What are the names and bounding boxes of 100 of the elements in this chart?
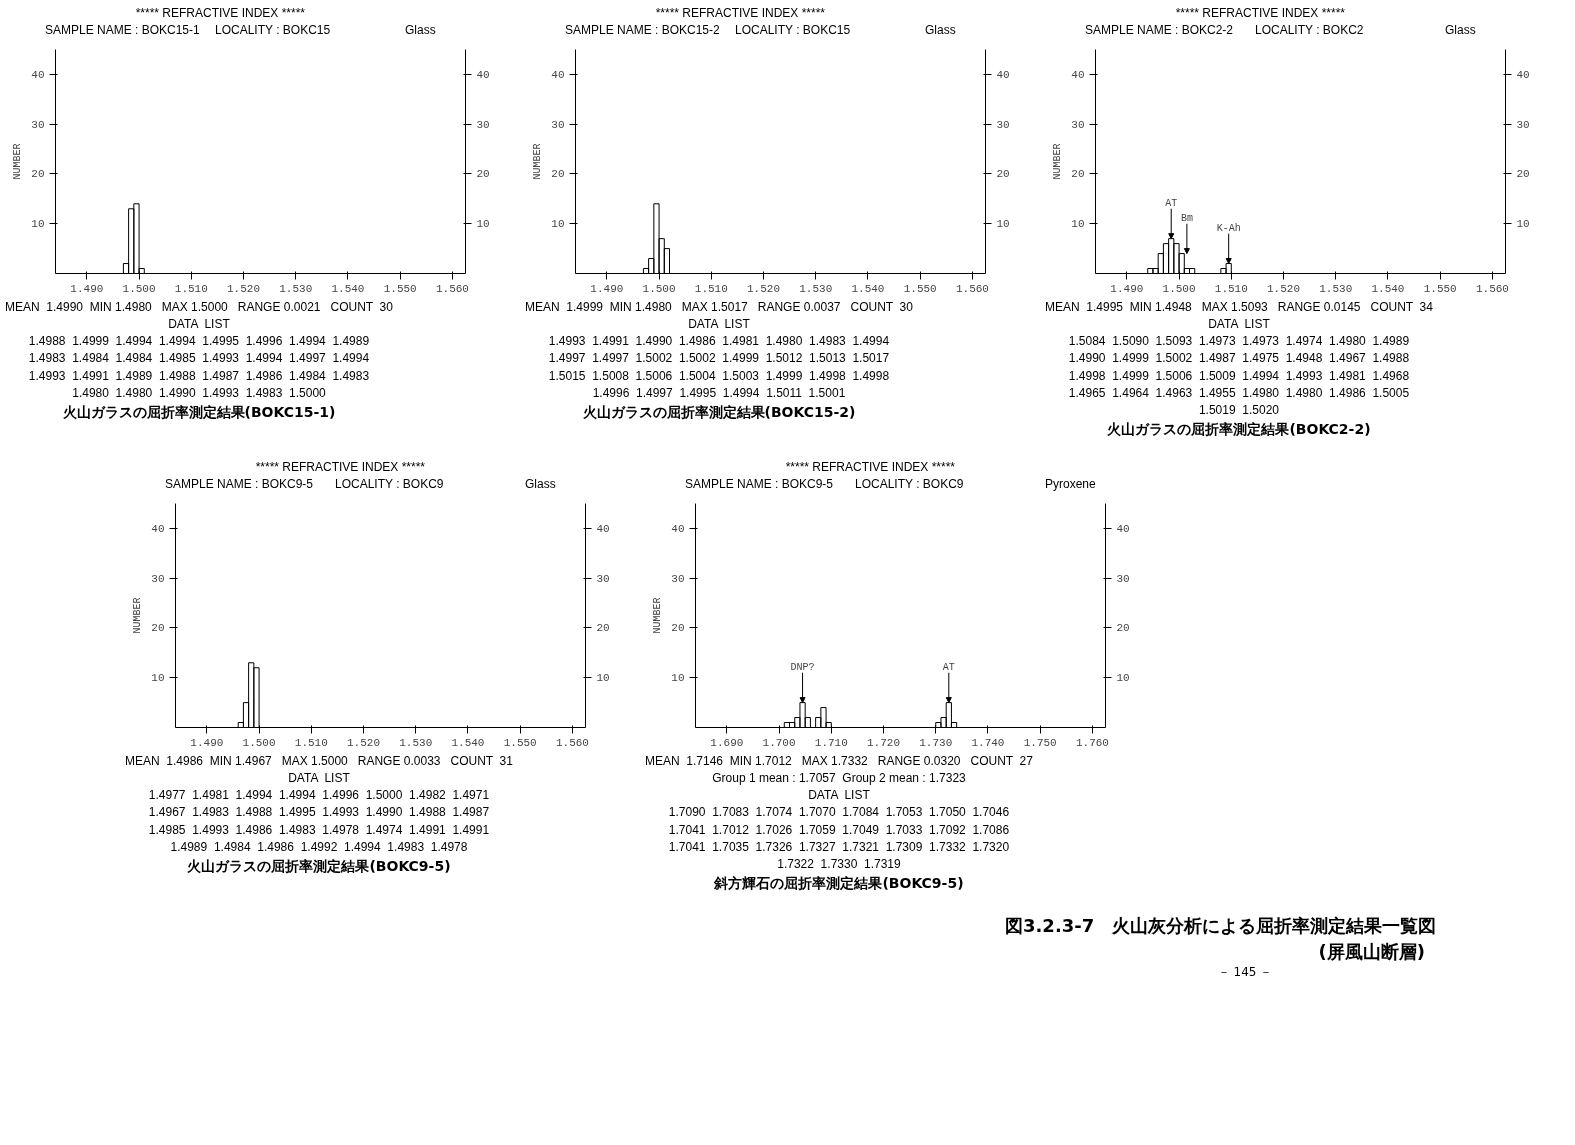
y2-tick-label: 40 (1116, 522, 1130, 535)
y-tick-label: 20 (671, 622, 685, 635)
text: MEAN 1.7146 MIN 1.7012 MAX 1.7332 RANGE 0.0320 COUNT 27 (645, 753, 1033, 770)
text: LOCALITY : BOKC9 (855, 476, 965, 494)
x-tick-label: 1.540 (451, 736, 485, 749)
text: Pyroxene (1045, 477, 1096, 492)
x-tick-label: 1.700 (762, 736, 796, 749)
y2-tick-label: 40 (476, 68, 490, 81)
x-tick-label: 1.540 (1371, 282, 1405, 295)
x-tick-label: 1.510 (1214, 282, 1248, 295)
text: 1.5084 1.5090 1.5093 1.4973 1.4973 1.4974 1.4980 1.4989 (1067, 333, 1411, 351)
y-tick-label: 40 (31, 68, 45, 81)
y2-tick-label: 10 (996, 218, 1010, 231)
y2-tick-label: 10 (1516, 218, 1530, 231)
text: LOCALITY : BOKC15 (215, 22, 332, 40)
y-tick-label: 10 (551, 218, 565, 231)
text: 1.7322 1.7330 1.7319 (776, 855, 902, 873)
x-tick-label: 1.760 (1075, 736, 1109, 749)
text: SAMPLE NAME : BOKC2-2 (1084, 22, 1235, 40)
text: 火山ガラスの屈折率測定結果(BOKC2-2) (1106, 420, 1372, 439)
text: 1.4989 1.4984 1.4986 1.4992 1.4994 1.4983 1.4978 (169, 838, 469, 856)
y2-tick-label: 20 (476, 168, 490, 181)
y2-tick-label: 40 (996, 68, 1010, 81)
y-tick-label: 10 (1071, 218, 1085, 231)
annotation: DNP? (790, 661, 815, 673)
text: DATA LIST (167, 316, 231, 334)
y-axis-title: NUMBER (12, 143, 24, 180)
x-tick-label: 1.560 (555, 736, 589, 749)
x-tick-label: 1.510 (174, 282, 208, 295)
y-tick-label: 40 (151, 522, 165, 535)
y2-tick-label: 20 (1516, 168, 1530, 181)
x-tick-label: 1.720 (867, 736, 901, 749)
x-tick-label: 1.520 (227, 282, 261, 295)
text: DATA LIST (807, 787, 871, 805)
x-tick-label: 1.500 (122, 282, 156, 295)
x-tick-label: 1.710 (814, 736, 848, 749)
y2-tick-label: 30 (476, 118, 490, 131)
y-tick-label: 40 (671, 522, 685, 535)
x-tick-label: 1.520 (747, 282, 781, 295)
text: 1.4993 1.4991 1.4990 1.4986 1.4981 1.4980 1.4983 1.4994 (547, 333, 891, 351)
y-axis-title: NUMBER (1052, 143, 1064, 180)
chart-title: ***** REFRACTIVE INDEX ***** (254, 459, 427, 476)
y-axis-title: NUMBER (652, 597, 664, 634)
x-tick-label: 1.530 (799, 282, 833, 295)
y-tick-label: 40 (1071, 68, 1085, 81)
text: DATA LIST (687, 316, 751, 334)
x-tick-label: 1.510 (294, 736, 328, 749)
text: － 145 － (1216, 964, 1274, 982)
text: 1.4983 1.4984 1.4984 1.4985 1.4993 1.4994 1.4997 1.4994 (27, 350, 371, 368)
text: 火山ガラスの屈折率測定結果(BOKC15-1) (61, 402, 337, 422)
x-tick-label: 1.490 (70, 282, 104, 295)
text: 1.5019 1.5020 (1197, 401, 1280, 419)
x-tick-label: 1.530 (399, 736, 433, 749)
x-tick-label: 1.560 (435, 282, 469, 295)
y-axis-title: NUMBER (532, 143, 544, 180)
text: SAMPLE NAME : BOKC15-1 (44, 22, 201, 40)
x-tick-label: 1.530 (279, 282, 313, 295)
x-tick-label: 1.560 (1475, 282, 1509, 295)
text: LOCALITY : BOKC9 (335, 476, 445, 494)
x-tick-label: 1.560 (955, 282, 989, 295)
annotation: Bm (1180, 212, 1193, 224)
y-tick-label: 20 (1071, 168, 1085, 181)
y-tick-label: 20 (151, 622, 165, 635)
text: LOCALITY : BOKC15 (735, 22, 852, 40)
text: Glass (525, 477, 556, 492)
y2-tick-label: 30 (1516, 118, 1530, 131)
text: Glass (405, 23, 436, 38)
y-tick-label: 20 (551, 168, 565, 181)
text: 1.5015 1.5008 1.5006 1.5004 1.5003 1.4999 1.4998 1.4998 (547, 367, 891, 385)
text: 1.4965 1.4964 1.4963 1.4955 1.4980 1.4980 1.4986 1.5005 (1067, 384, 1411, 402)
y2-tick-label: 30 (996, 118, 1010, 131)
y2-tick-label: 40 (596, 522, 610, 535)
text: 1.4985 1.4993 1.4986 1.4983 1.4978 1.4974 1.4991 1.4991 (147, 821, 491, 839)
text: MEAN 1.4995 MIN 1.4948 MAX 1.5093 RANGE 0.0145 COUNT 34 (1045, 299, 1433, 316)
x-tick-label: 1.540 (851, 282, 885, 295)
x-tick-label: 1.490 (590, 282, 624, 295)
y2-tick-label: 40 (1516, 68, 1530, 81)
chart-title: ***** REFRACTIVE INDEX ***** (654, 5, 827, 22)
y-tick-label: 10 (151, 672, 165, 685)
annotation: AT (942, 661, 955, 673)
x-tick-label: 1.530 (1319, 282, 1353, 295)
y-tick-label: 30 (31, 118, 45, 131)
text: Glass (925, 23, 956, 38)
text: SAMPLE NAME : BOKC15-2 (564, 22, 721, 40)
text: (屏風山断層) (1317, 939, 1426, 964)
x-tick-label: 1.740 (971, 736, 1005, 749)
x-tick-label: 1.500 (242, 736, 276, 749)
y-tick-label: 10 (31, 218, 45, 231)
y-tick-label: 30 (551, 118, 565, 131)
text: MEAN 1.4990 MIN 1.4980 MAX 1.5000 RANGE 0.0021 COUNT 30 (5, 299, 393, 316)
text: LOCALITY : BOKC2 (1255, 22, 1365, 40)
y2-tick-label: 30 (596, 572, 610, 585)
y2-tick-label: 20 (996, 168, 1010, 181)
y-tick-label: 20 (31, 168, 45, 181)
text: 1.4998 1.4999 1.5006 1.5009 1.4994 1.4993 1.4981 1.4968 (1067, 367, 1411, 385)
y2-tick-label: 20 (596, 622, 610, 635)
annotation: K-Ah (1216, 222, 1241, 234)
x-tick-label: 1.730 (919, 736, 953, 749)
x-tick-label: 1.500 (1162, 282, 1196, 295)
text: 火山ガラスの屈折率測定結果(BOKC9-5) (186, 856, 452, 876)
